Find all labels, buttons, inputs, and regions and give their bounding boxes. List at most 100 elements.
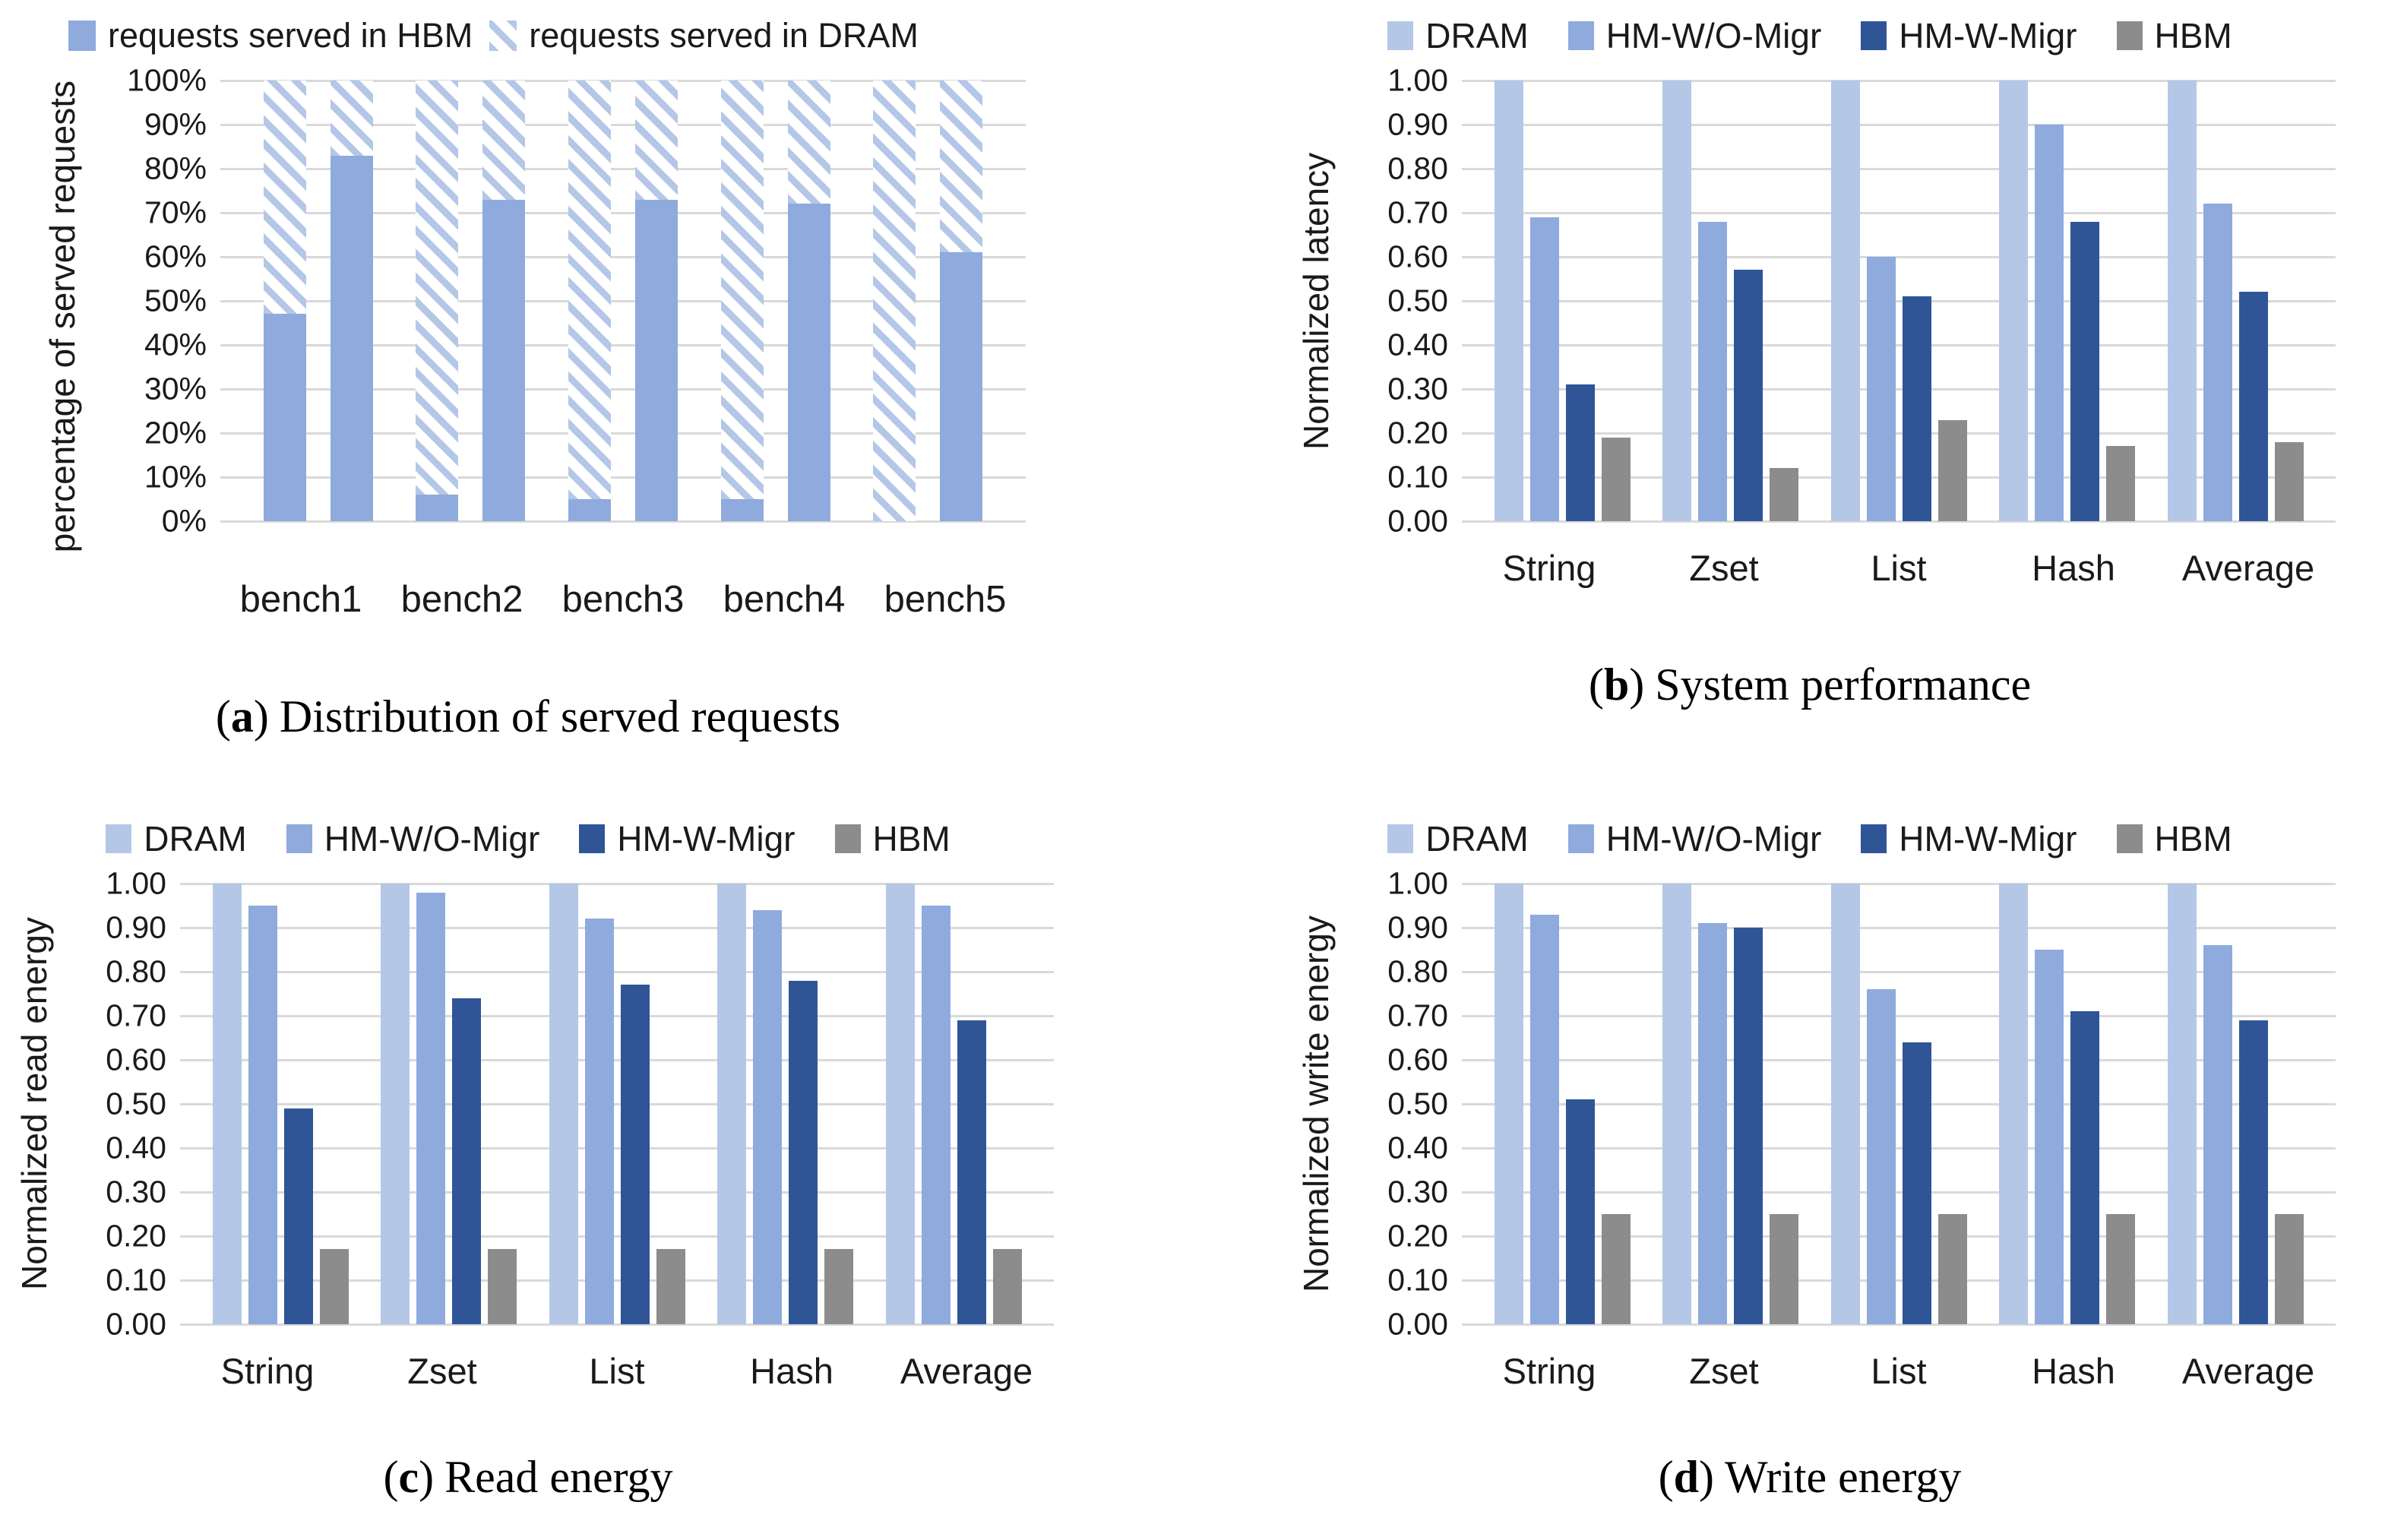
- y-tick-label: 30%: [144, 371, 207, 406]
- legend-label: HM-W-Migr: [1899, 819, 2077, 859]
- bar-row: [1462, 884, 2336, 1324]
- bar-group-bench4: [720, 81, 830, 521]
- segment-hbm-solid: [940, 252, 983, 521]
- x-category-label: Average: [2181, 1351, 2315, 1391]
- legend-item: HBM: [834, 818, 951, 859]
- y-tick-label: 0.20: [1387, 415, 1448, 451]
- plot-area-d: [1462, 883, 2336, 1326]
- bar-group-String: [1494, 884, 1631, 1324]
- chart-a: percentage of served requests 100% 90% 80%…: [30, 63, 1026, 621]
- legend-swatch-solid: [286, 824, 312, 853]
- y-tick-label: 0.10: [1387, 1262, 1448, 1298]
- x-axis-labels-a: bench1 bench2 bench3 bench4 bench5: [220, 578, 1026, 621]
- x-category-label: bench2: [400, 579, 524, 621]
- bar-Average-HM-W-Migr: [2238, 292, 2268, 521]
- caption-a: (a) Distribution of served requests: [215, 691, 841, 742]
- bar-Average-HBM: [992, 1249, 1022, 1324]
- y-tick-label: 1.00: [106, 865, 166, 901]
- gridline: [1462, 300, 2336, 302]
- legend-swatch-solid: [1861, 21, 1887, 50]
- bar-Zset-HM-W/O-Migr: [1698, 923, 1727, 1324]
- legend-label: HBM: [2154, 819, 2232, 859]
- bar-Zset-HM-W-Migr: [1734, 928, 1763, 1324]
- x-category-label: Hash: [2032, 1351, 2115, 1391]
- legend-label: HM-W/O-Migr: [324, 819, 540, 859]
- y-tick-label: 0.90: [1387, 106, 1448, 142]
- bar-group-Zset: [1662, 81, 1798, 521]
- bar-Average-DRAM: [885, 884, 915, 1324]
- y-tick-label: 0.20: [106, 1218, 166, 1254]
- legend-d: DRAM HM-W/O-Migr HM-W-Migr HBM: [1387, 814, 2232, 864]
- chart-d: Normalized write energy 1.00 0.90 0.80 0.70…: [1284, 866, 2336, 1392]
- bar-group-Hash: [717, 884, 853, 1324]
- bar-group-Hash: [1999, 884, 2135, 1324]
- segment-dram-hatched: [940, 81, 983, 252]
- bar-String-HM-W/O-Migr: [1529, 217, 1559, 521]
- legend-label: HM-W/O-Migr: [1605, 819, 1822, 859]
- gridline: [1462, 168, 2336, 170]
- y-tick-label: 0.40: [1387, 327, 1448, 362]
- bar-String-HBM: [1601, 1214, 1631, 1324]
- gridline: [1462, 80, 2336, 82]
- y-tick-label: 50%: [144, 283, 207, 318]
- gridline: [1462, 883, 2336, 885]
- legend-swatch-solid: [68, 21, 96, 51]
- stacked-bar-bench1-1: [263, 81, 306, 521]
- y-tick-label: 1.00: [1387, 865, 1448, 901]
- bar-List-HBM: [656, 1249, 685, 1324]
- x-category-label: Zset: [407, 1351, 477, 1391]
- bar-String-DRAM: [212, 884, 242, 1324]
- x-category-label: String: [1502, 548, 1596, 588]
- bar-Hash-HM-W/O-Migr: [2035, 125, 2064, 521]
- bar-Average-HM-W/O-Migr: [921, 906, 951, 1324]
- y-tick-label: 0.30: [1387, 371, 1448, 406]
- gridline: [180, 971, 1054, 973]
- gridline: [1462, 1147, 2336, 1149]
- bar-List-HM-W/O-Migr: [1866, 257, 1896, 521]
- bar-String-DRAM: [1494, 884, 1523, 1324]
- bar-row: [1462, 81, 2336, 521]
- segment-hbm-solid: [482, 200, 526, 521]
- y-axis-title-d: Normalized write energy: [1296, 915, 1336, 1292]
- x-axis-labels-d: String Zset List Hash Average: [1462, 1350, 2336, 1392]
- x-category-label: Average: [900, 1351, 1033, 1391]
- chart-panel-d: DRAM HM-W/O-Migr HM-W-Migr HBM Normalized w…: [1140, 770, 2404, 1540]
- stacked-bar-bench3-1: [568, 81, 611, 521]
- caption-letter-d: d: [1673, 1452, 1700, 1502]
- y-tick-label: 0.40: [106, 1130, 166, 1165]
- gridline: [220, 212, 1026, 214]
- bar-List-HBM: [1937, 1214, 1967, 1324]
- legend-item: HM-W/O-Migr: [286, 818, 540, 859]
- bar-Average-DRAM: [2167, 81, 2197, 521]
- segment-hbm-solid: [787, 204, 830, 521]
- y-tick-label: 0.20: [1387, 1218, 1448, 1254]
- x-category-label: Average: [2181, 548, 2315, 588]
- bar-List-HM-W/O-Migr: [1866, 989, 1896, 1324]
- y-tick-label: 60%: [144, 239, 207, 274]
- y-tick-label: 0.10: [1387, 459, 1448, 495]
- gridline: [220, 80, 1026, 82]
- x-category-label: Hash: [2032, 548, 2115, 588]
- bar-Zset-HBM: [1770, 1214, 1798, 1324]
- legend-item: HM-W-Migr: [1861, 15, 2077, 56]
- gridline: [1462, 212, 2336, 214]
- legend-item: DRAM: [1387, 15, 1529, 56]
- y-tick-label: 0.00: [1387, 1306, 1448, 1342]
- gridline: [1462, 1279, 2336, 1282]
- y-tick-label: 0.80: [106, 953, 166, 989]
- bar-Average-HBM: [2274, 442, 2304, 521]
- bar-Hash-DRAM: [1999, 81, 2028, 521]
- segment-dram-hatched: [720, 81, 764, 499]
- segment-dram-hatched: [634, 81, 678, 200]
- bar-group-List: [1830, 884, 1967, 1324]
- segment-hbm-solid: [416, 495, 459, 521]
- y-tick-label: 0.80: [1387, 953, 1448, 989]
- bar-group-bench5: [873, 81, 983, 521]
- y-tick-label: 80%: [144, 150, 207, 186]
- segment-hbm-solid: [330, 156, 373, 521]
- stacked-bar-bench4-1: [720, 81, 764, 521]
- chart-panel-a: requests served in HBM requests served in…: [0, 0, 1140, 770]
- legend-item: HBM: [2116, 818, 2232, 859]
- legend-swatch-solid: [2116, 21, 2143, 50]
- legend-label: DRAM: [1425, 16, 1529, 55]
